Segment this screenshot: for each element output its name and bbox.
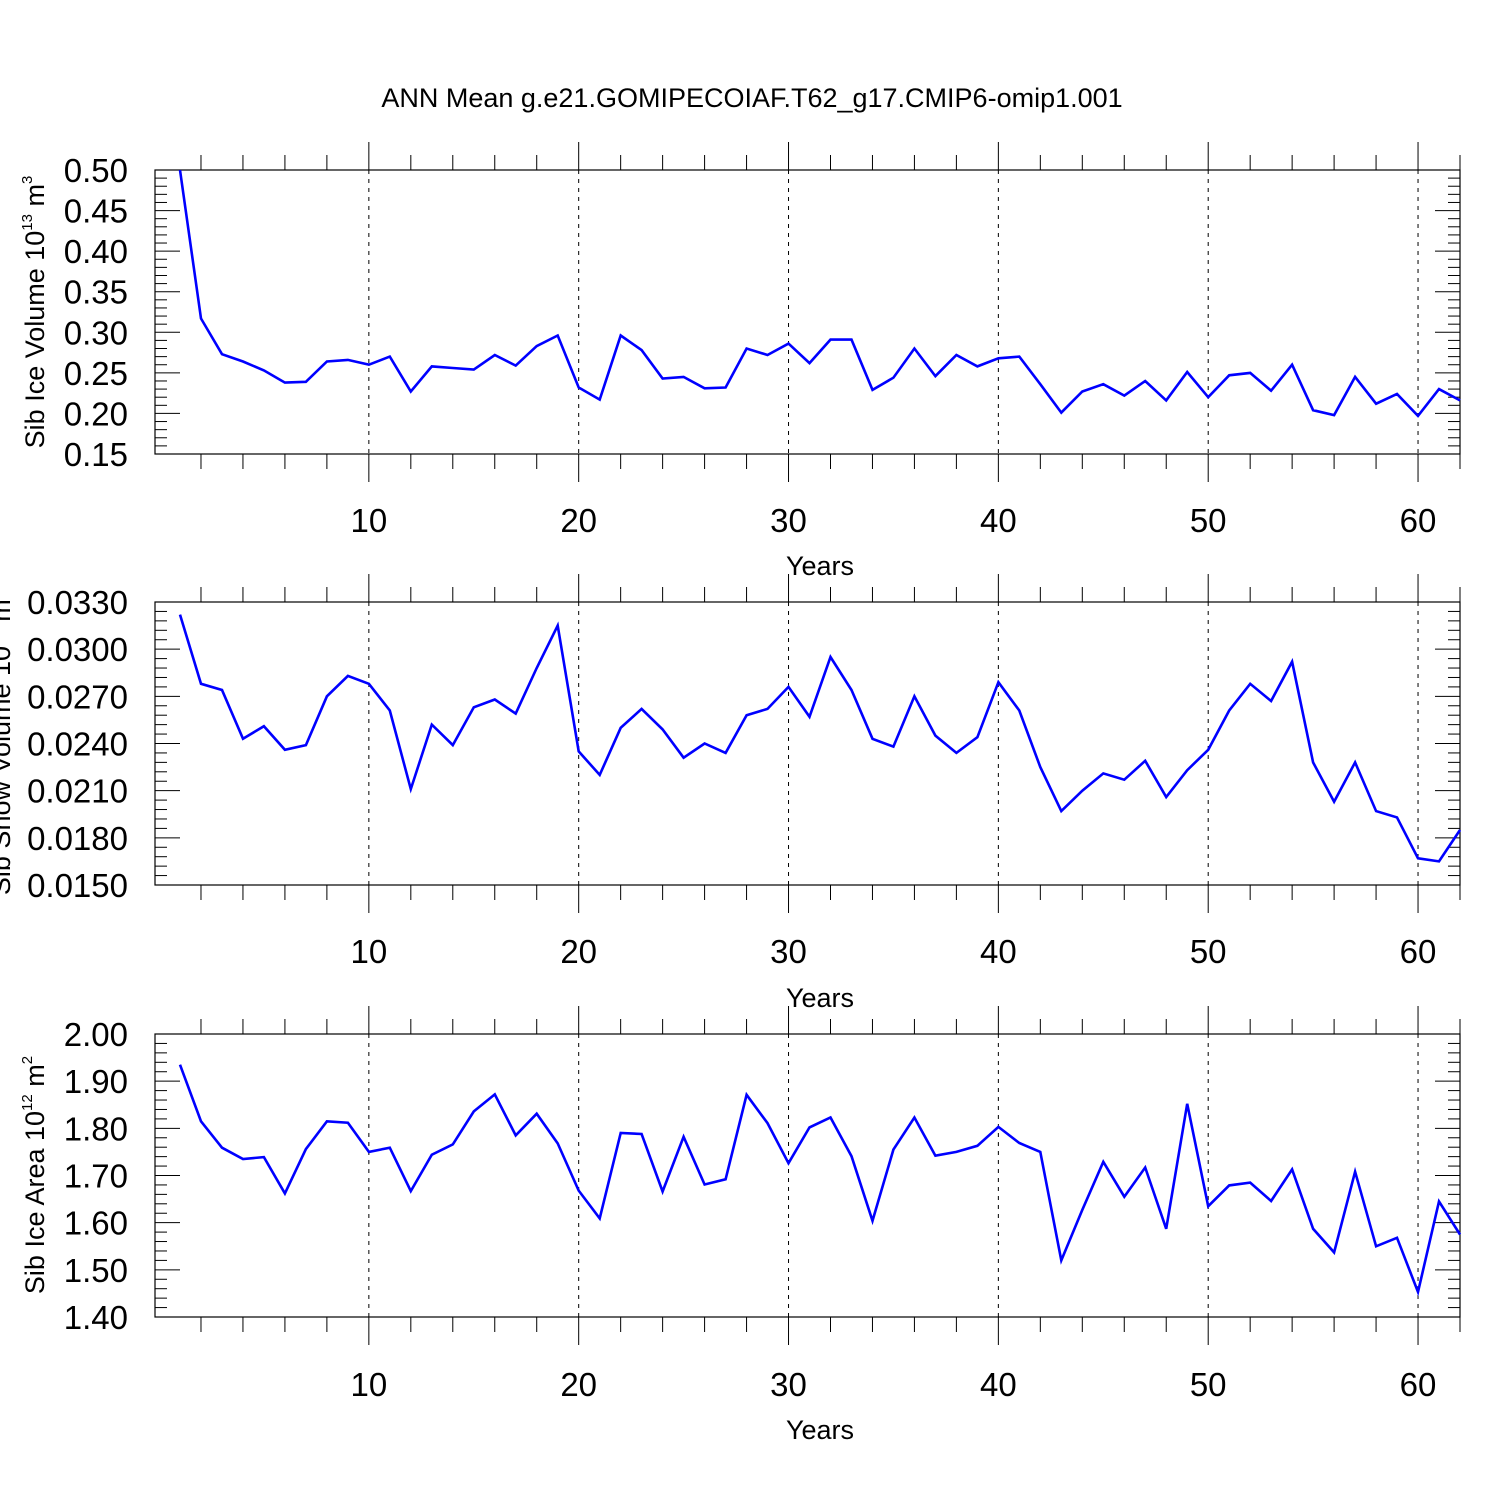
- x-tick-label: 20: [560, 933, 597, 970]
- panel-ice-area: 1.40 1.50 1.60 1.70 1.80 1.90 2.00 10 20 30 40 50 60…: [19, 1006, 1462, 1445]
- panel-snow-volume: 0.0150 0.0180 0.0210 0.0240 0.0270 0.0300 0.03…: [0, 574, 1462, 1013]
- y-axis-label: Sib Ice Volume 1013 m3: [19, 176, 50, 449]
- y-tick-label: 0.45: [64, 193, 128, 230]
- figure-title: ANN Mean g.e21.GOMIPECOIAF.T62_g17.CMIP6…: [381, 83, 1122, 113]
- y-tick-label: 2.00: [64, 1016, 128, 1053]
- y-tick-label: 0.0240: [27, 726, 128, 763]
- series-line: [178, 614, 1462, 863]
- x-tick-label: 20: [560, 502, 597, 539]
- x-tick-label: 10: [350, 933, 387, 970]
- x-tick-label: 50: [1190, 502, 1227, 539]
- x-tick-label: 50: [1190, 1366, 1227, 1403]
- plot-frame: [154, 601, 1461, 886]
- panel-ice-volume: 0.15 0.200.25 0.300.35 0.400.45 0.50 10 20 30 40…: [19, 142, 1461, 581]
- y-tick-label: 0.25: [64, 355, 128, 392]
- y-tick-label: 1.70: [64, 1158, 128, 1195]
- x-tick-label: 40: [980, 502, 1017, 539]
- y-tick-label: 0.0150: [27, 867, 128, 904]
- y-tick-label: 0.0270: [27, 678, 128, 715]
- x-axis-label: Years: [786, 551, 854, 581]
- x-tick-label: 10: [350, 1366, 387, 1403]
- y-tick-label: 0.35: [64, 274, 128, 311]
- x-tick-label: 60: [1400, 502, 1437, 539]
- x-tick-label: 40: [980, 1366, 1017, 1403]
- y-tick-label: 0.0210: [27, 773, 128, 810]
- x-axis-label: Years: [786, 1415, 854, 1445]
- y-tick-label: 1.90: [64, 1063, 128, 1100]
- plot-frame: [154, 1033, 1461, 1318]
- y-tick-label: 0.0180: [27, 820, 128, 857]
- x-tick-label: 60: [1400, 933, 1437, 970]
- y-tick-label: 0.0300: [27, 631, 128, 668]
- series-line: [178, 1064, 1462, 1297]
- y-tick-label: 0.20: [64, 395, 128, 432]
- y-axis-label: Sib Snow Volume 1013 m3: [0, 591, 16, 895]
- x-tick-label: 30: [770, 1366, 807, 1403]
- x-tick-label: 20: [560, 1366, 597, 1403]
- y-tick-label: 1.40: [64, 1299, 128, 1336]
- y-tick-label: 0.15: [64, 436, 128, 473]
- y-tick-label: 0.30: [64, 314, 128, 351]
- x-tick-label: 30: [770, 502, 807, 539]
- x-tick-label: 30: [770, 933, 807, 970]
- y-tick-label: 0.40: [64, 233, 128, 270]
- x-tick-label: 50: [1190, 933, 1227, 970]
- x-tick-label: 60: [1400, 1366, 1437, 1403]
- plot-frame: [154, 169, 1461, 455]
- x-tick-label: 10: [350, 502, 387, 539]
- x-tick-label: 40: [980, 933, 1017, 970]
- y-tick-label: 0.0330: [27, 584, 128, 621]
- series-line: [178, 169, 1461, 418]
- y-tick-label: 1.60: [64, 1205, 128, 1242]
- x-axis-label: Years: [786, 983, 854, 1013]
- y-tick-label: 1.80: [64, 1110, 128, 1147]
- y-axis-label: Sib Ice Area 1012 m2: [19, 1056, 50, 1294]
- y-tick-label: 1.50: [64, 1252, 128, 1289]
- y-tick-label: 0.50: [64, 152, 128, 189]
